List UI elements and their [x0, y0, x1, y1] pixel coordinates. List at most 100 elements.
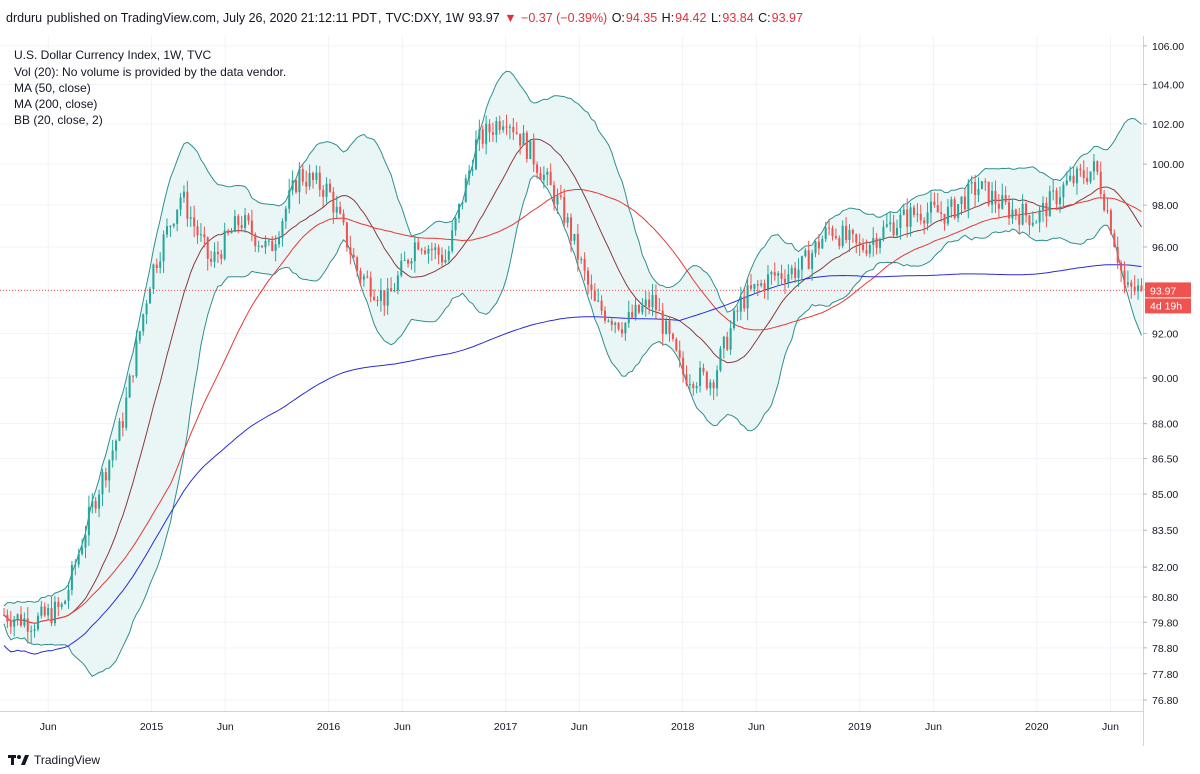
- candle-body: [318, 172, 321, 190]
- y-tick-label: 96.00: [1152, 242, 1178, 254]
- candle-body: [315, 172, 318, 180]
- candle-body: [36, 615, 39, 630]
- candle-body: [637, 304, 640, 313]
- candle-body: [926, 212, 929, 224]
- candle-body: [220, 254, 223, 259]
- candle-body: [447, 250, 450, 260]
- candle-body: [91, 500, 94, 507]
- candle-body: [474, 139, 477, 170]
- y-tick-label: 88.00: [1152, 419, 1178, 431]
- candle-body: [206, 237, 209, 259]
- symbol-text: TVC:DXY, 1W: [385, 11, 464, 25]
- candle-body: [121, 421, 124, 428]
- candle-body: [1133, 286, 1136, 292]
- candle-body: [468, 170, 471, 179]
- candle-body: [587, 270, 590, 285]
- candle-body: [322, 189, 325, 197]
- candle-body: [763, 283, 766, 291]
- candle-body: [736, 310, 739, 312]
- candle-body: [1045, 202, 1048, 217]
- candle-body: [1086, 178, 1089, 182]
- candle-body: [152, 264, 155, 289]
- candle-body: [817, 241, 820, 249]
- candle-body: [1018, 215, 1021, 225]
- candle-body: [933, 201, 936, 206]
- candle-body: [600, 300, 603, 311]
- legend-ma200[interactable]: MA (200, close): [14, 97, 97, 111]
- legend-symbol[interactable]: U.S. Dollar Currency Index, 1W, TVC: [14, 48, 212, 62]
- candle-body: [868, 244, 871, 254]
- candle-body: [491, 132, 494, 135]
- candle-body: [716, 370, 719, 389]
- candle-body: [440, 254, 444, 263]
- candle-body: [929, 201, 932, 213]
- candle-body: [797, 269, 800, 278]
- candle-body: [909, 207, 912, 227]
- candle-body: [396, 275, 399, 291]
- countdown-tag-value: 4d 19h: [1150, 300, 1182, 312]
- candle-body: [950, 199, 953, 207]
- candle-body: [984, 181, 987, 183]
- candle-body: [148, 288, 152, 304]
- candle-body: [454, 218, 457, 231]
- candle-body: [87, 506, 90, 536]
- candle-body: [434, 247, 437, 251]
- candle-body: [831, 228, 834, 237]
- time-axis[interactable]: Jun 2015 Jun 2016 Jun 2017 Jun 2018 Jun 2019 Jun 20…: [40, 721, 1119, 733]
- candle-body: [64, 600, 67, 604]
- y-tick-label: 82.00: [1152, 562, 1178, 574]
- candle-body: [1041, 202, 1045, 211]
- tradingview-logo[interactable]: TradingView: [8, 751, 100, 769]
- candle-body: [125, 397, 128, 428]
- candle-body: [216, 251, 219, 255]
- candle-body: [685, 374, 688, 385]
- legend-volume[interactable]: Vol (20): No volume is provided by the d…: [14, 65, 286, 79]
- candle-body: [658, 309, 661, 311]
- candle-body: [838, 238, 841, 247]
- candle-body: [719, 348, 722, 371]
- candle-body: [165, 226, 168, 235]
- candle-body: [369, 277, 372, 297]
- candle-body: [512, 126, 515, 133]
- x-tick-label: 2019: [848, 721, 872, 733]
- candle-body: [862, 244, 865, 251]
- candle-body: [128, 375, 131, 398]
- candle-body: [1058, 197, 1062, 204]
- x-tick-label: 2016: [317, 721, 341, 733]
- x-tick-label: Jun: [40, 721, 57, 733]
- candle-body: [824, 227, 827, 240]
- candle-body: [811, 253, 814, 270]
- candle-body: [250, 220, 253, 235]
- publisher-name[interactable]: drduru: [6, 11, 43, 25]
- candle-body: [352, 254, 355, 258]
- candle-body: [994, 191, 997, 204]
- candle-body: [695, 386, 698, 389]
- candle-body: [794, 267, 797, 278]
- last-price-tag: 93.97 4d 19h: [1145, 282, 1191, 314]
- candle-body: [400, 260, 403, 276]
- candle-body: [895, 227, 899, 236]
- candle-body: [108, 460, 111, 481]
- candle-body: [84, 535, 87, 548]
- candle-body: [678, 350, 681, 358]
- candle-body: [403, 260, 406, 262]
- price-chart[interactable]: 106.00104.00102.00100.0098.0096.0094.009…: [0, 36, 1200, 746]
- candle-body: [291, 180, 294, 191]
- candle-body: [81, 547, 84, 554]
- candle-body: [644, 299, 647, 307]
- candle-body: [889, 222, 892, 225]
- candle-body: [13, 619, 16, 627]
- candle-body: [875, 238, 878, 248]
- y-tick-label: 79.80: [1152, 617, 1178, 629]
- candle-body: [671, 333, 674, 339]
- candle-body: [783, 278, 786, 283]
- candle-body: [1130, 282, 1133, 287]
- legend-bb[interactable]: BB (20, close, 2): [14, 113, 103, 127]
- candle-body: [1099, 171, 1102, 194]
- ma50-line: [3, 189, 1142, 624]
- candle-body: [16, 614, 19, 620]
- candle-body: [753, 284, 756, 289]
- candle-body: [668, 320, 671, 334]
- candle-body: [790, 267, 793, 275]
- legend-ma50[interactable]: MA (50, close): [14, 81, 91, 95]
